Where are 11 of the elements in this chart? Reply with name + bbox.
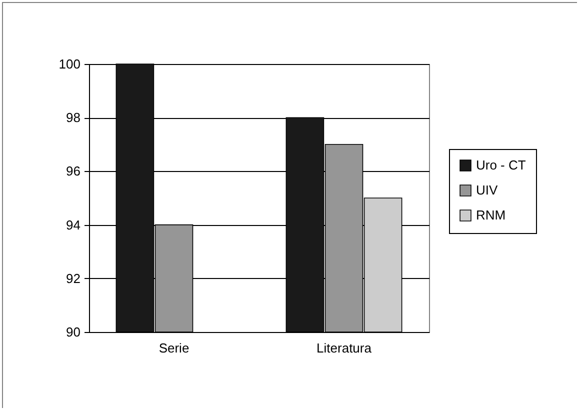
x-tick-label: Literatura	[316, 340, 372, 356]
y-tick-label: 96	[66, 164, 80, 179]
y-tick-label: 90	[66, 324, 80, 340]
y-tick-label: 92	[66, 270, 80, 286]
y-tick-label: 94	[66, 217, 80, 232]
y-tick-label: 98	[66, 110, 80, 126]
y-tick-label: 100	[58, 56, 80, 72]
legend-label: Uro - CT	[476, 158, 526, 172]
legend-label: RNM	[476, 208, 506, 222]
x-tick-label: Serie	[158, 340, 190, 356]
legend-label: UIV	[476, 182, 498, 198]
